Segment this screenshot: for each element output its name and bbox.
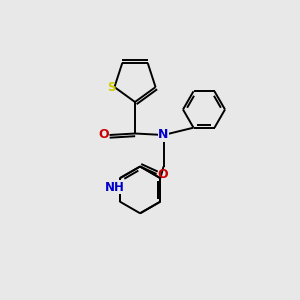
Text: O: O [157,167,168,181]
Text: S: S [107,81,116,94]
Text: NH: NH [104,181,124,194]
Text: O: O [99,128,110,142]
Text: N: N [158,128,169,142]
